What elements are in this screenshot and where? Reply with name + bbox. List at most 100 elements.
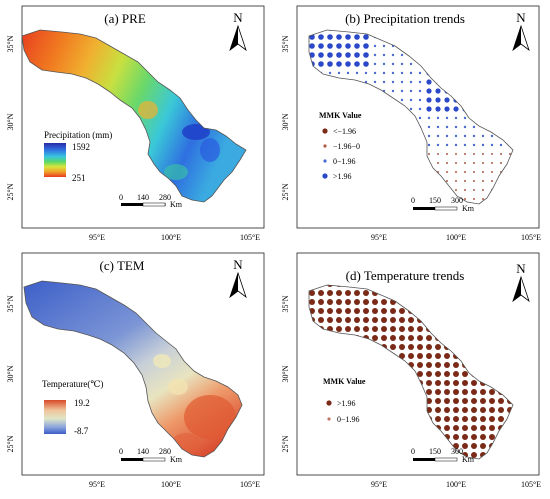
trend-dot [390, 344, 396, 350]
trend-dot [464, 198, 466, 200]
trend-dot [480, 407, 486, 413]
trend-dot [408, 326, 414, 332]
scale-tick: 140 [137, 447, 149, 456]
trend-dot [446, 180, 448, 182]
trend-dot [426, 362, 432, 368]
trend-dot [382, 80, 386, 84]
trend-dot [489, 407, 495, 413]
trend-dot [473, 198, 475, 200]
trend-dot [373, 80, 377, 84]
trend-dot [426, 79, 432, 85]
trend-dot [463, 134, 467, 138]
scale-unit: Km [170, 455, 183, 464]
scale-bar: 0 140 280 Km [119, 193, 183, 209]
trend-dot [464, 180, 466, 182]
panel-precipitation-trends: (b) Precipitation trends N 35°N 30°N 25°… [275, 0, 550, 247]
legend-max: 19.2 [74, 398, 90, 408]
trend-dot [391, 80, 395, 84]
lat-label: 30°N [281, 365, 290, 382]
trend-dot [446, 162, 448, 164]
lat-label: 25°N [6, 183, 15, 200]
legend: MMK Value >1.96 0−1.96 [323, 377, 366, 424]
trend-dot [444, 425, 450, 431]
trend-dot [481, 134, 485, 138]
trend-dot [445, 143, 449, 147]
trend-dot [491, 153, 493, 155]
trend-dot [373, 53, 377, 57]
trend-dot [482, 171, 484, 173]
legend: Precipitation (mm) 1592 251 [44, 130, 112, 183]
trend-dot [491, 162, 493, 164]
scale-bar: 0 150 300 Km [411, 447, 475, 464]
trend-dot [426, 353, 432, 359]
trend-dot [436, 116, 440, 120]
legend-label: −1.96−0 [333, 142, 360, 151]
trend-dot [409, 89, 413, 93]
scale-unit: Km [170, 200, 183, 209]
trend-dot [345, 290, 351, 296]
panel-title: (d) Temperature trends [346, 268, 465, 283]
trend-dot [480, 425, 486, 431]
lon-label: 105°E [240, 480, 260, 489]
trend-dot [409, 98, 413, 102]
scale-tick: 150 [429, 196, 441, 205]
trend-dot [318, 43, 324, 49]
north-label: N [233, 10, 243, 25]
trend-dot [455, 162, 457, 164]
trend-dot [382, 53, 386, 57]
trend-dot [418, 89, 422, 93]
trend-dot [363, 52, 369, 58]
scale-tick: 0 [119, 447, 123, 456]
trend-dot [462, 416, 468, 422]
trend-dot [462, 389, 468, 395]
trend-dot [480, 443, 486, 449]
trend-dot [382, 62, 386, 66]
trend-dot [417, 335, 423, 341]
trend-dot [417, 353, 423, 359]
trend-dot [400, 98, 404, 102]
trend-dot [373, 71, 377, 75]
trend-dot [444, 353, 450, 359]
legend-min: -8.7 [74, 426, 89, 436]
trend-dot [471, 389, 477, 395]
trend-dot [318, 52, 324, 58]
trend-dot [345, 52, 351, 58]
trend-dot [345, 61, 351, 67]
trend-dot [480, 434, 486, 440]
trend-dot [444, 416, 450, 422]
trend-dot [471, 425, 477, 431]
trend-dot [444, 380, 450, 386]
panel-title: (b) Precipitation trends [345, 11, 465, 26]
trend-dot [409, 71, 413, 75]
trend-dot [336, 299, 342, 305]
trend-dot [318, 317, 324, 323]
trend-dot [462, 443, 468, 449]
trend-dot [417, 344, 423, 350]
trend-dot [435, 97, 441, 103]
trend-dot [418, 71, 422, 75]
trend-dot [480, 416, 486, 422]
trend-dot [345, 317, 351, 323]
trend-dot [436, 134, 440, 138]
trend-dot [453, 371, 459, 377]
trend-dot [345, 299, 351, 305]
trend-dot [372, 299, 378, 305]
trend-dot [454, 134, 458, 138]
trend-dot [454, 116, 458, 120]
legend-title: MMK Value [319, 111, 362, 120]
panel-precipitation: (a) PRE N 35°N 30°N 25°N 95°E 100°E 105°… [0, 0, 275, 247]
trend-dot [471, 443, 477, 449]
north-label: N [516, 10, 526, 25]
map-precipitation: (a) PRE N 35°N 30°N 25°N 95°E 100°E 105°… [6, 5, 265, 242]
trend-dot [427, 116, 431, 120]
trend-dot [400, 53, 404, 57]
lat-label: 35°N [281, 35, 290, 52]
trend-dot [400, 80, 404, 84]
trend-dot [435, 353, 441, 359]
scale-tick: 300 [451, 447, 463, 456]
trend-dot [417, 362, 423, 368]
panel-temperature-trends: (d) Temperature trends N 35°N 30°N 25°N … [275, 247, 550, 494]
trend-dot [327, 34, 333, 40]
legend-label: <−1.96 [333, 127, 356, 136]
trend-dot [373, 62, 377, 66]
